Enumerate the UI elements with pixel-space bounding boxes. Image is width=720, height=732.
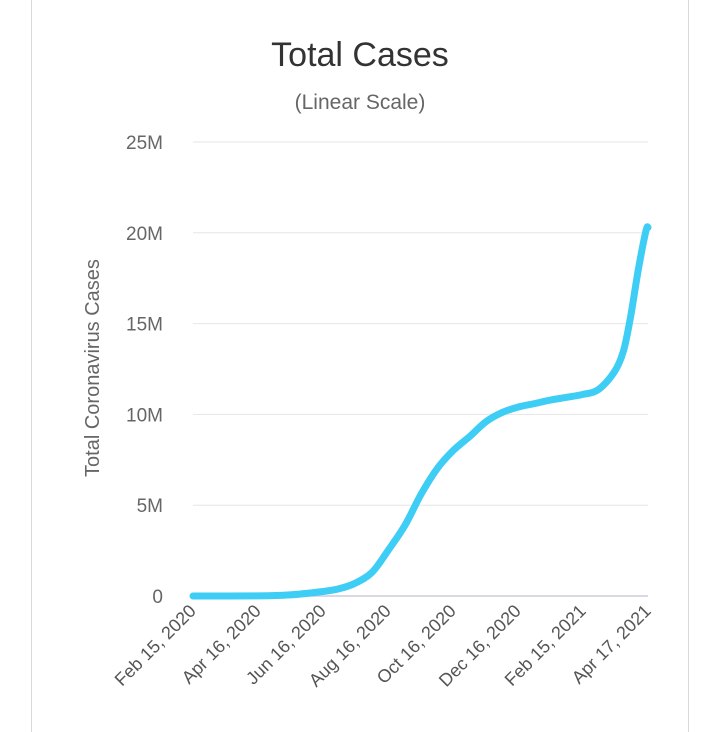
y-tick-label: 20M bbox=[126, 224, 163, 245]
y-tick-label: 15M bbox=[126, 315, 163, 336]
frame-left-edge bbox=[31, 0, 32, 732]
series-line bbox=[189, 223, 652, 600]
y-tick-label: 25M bbox=[126, 133, 163, 154]
chart-subtitle: (Linear Scale) bbox=[294, 91, 426, 114]
frame-right-edge bbox=[688, 0, 689, 732]
y-tick-label: 0 bbox=[152, 587, 163, 608]
chart-title: Total Cases bbox=[271, 36, 449, 74]
series-lines bbox=[189, 223, 652, 600]
grid-lines bbox=[193, 141, 648, 597]
y-tick-label: 5M bbox=[137, 496, 163, 517]
y-axis-label: Total Coronavirus Cases bbox=[82, 259, 104, 477]
y-tick-label: 10M bbox=[126, 405, 163, 426]
y-axis-ticks: 0 5M 10M 15M 20M 25M bbox=[126, 133, 163, 608]
